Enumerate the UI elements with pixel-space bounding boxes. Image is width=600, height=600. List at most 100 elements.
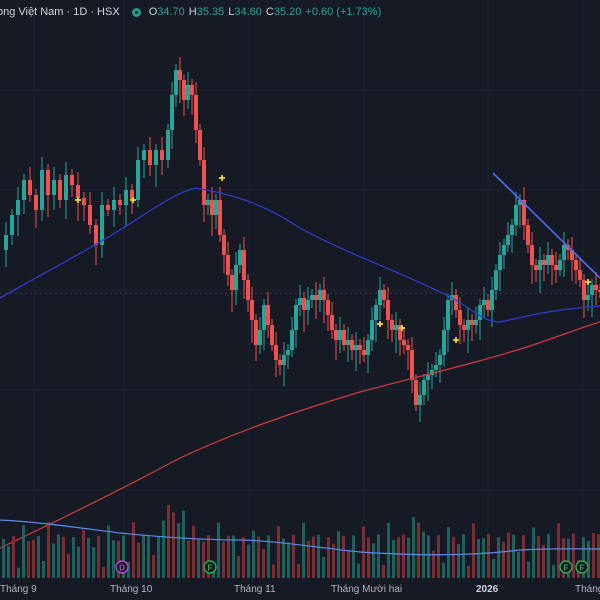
candle-body: [266, 305, 270, 325]
candle-body: [474, 320, 478, 325]
volume-bar: [307, 540, 310, 578]
volume-bar: [202, 541, 205, 578]
volume-bar: [282, 538, 285, 578]
candle-body: [350, 340, 354, 350]
candle-body: [390, 320, 394, 330]
volume-bar: [512, 534, 515, 578]
volume-bar: [12, 536, 15, 578]
volume-bar: [267, 535, 270, 578]
volume-bar: [332, 543, 335, 578]
candle-body: [286, 350, 290, 355]
volume-bar: [542, 545, 545, 578]
volume-bar: [597, 534, 600, 578]
time-axis-label: Tháng: [575, 584, 600, 595]
volume-bar: [347, 549, 350, 578]
candle-body: [458, 310, 462, 325]
volume-bar: [197, 539, 200, 578]
candle-body: [370, 320, 374, 340]
volume-bar: [382, 565, 385, 578]
candle-body: [446, 300, 450, 330]
volume-bar: [92, 547, 95, 578]
candle-body: [330, 315, 334, 330]
volume-bar: [437, 535, 440, 578]
volume-bar: [162, 520, 165, 578]
time-axis-label: 2026: [476, 584, 499, 595]
volume-bar: [262, 548, 265, 578]
volume-moving-average: [0, 519, 600, 556]
volume-bar: [217, 522, 220, 578]
volume-bar: [352, 535, 355, 578]
volume-bar: [502, 541, 505, 578]
volume-bar: [322, 556, 325, 578]
candle-body: [414, 380, 418, 405]
candle-body: [148, 150, 152, 165]
event-badge: [575, 560, 589, 574]
candle-body: [366, 340, 370, 355]
volume-bar: [102, 566, 105, 578]
volume-bar: [552, 564, 555, 578]
candle-body: [338, 330, 342, 340]
candle-body: [334, 330, 338, 340]
volume-bar: [27, 540, 30, 578]
candle-body: [498, 255, 502, 270]
volume-bar: [182, 510, 185, 578]
event-badge-label: F: [580, 564, 585, 573]
volume-bar: [57, 534, 60, 578]
volume-bar: [52, 543, 55, 578]
candle-body: [326, 300, 330, 315]
candle-body: [314, 295, 318, 300]
candle-body: [186, 85, 190, 100]
candle-body: [190, 85, 194, 95]
volume-bar: [372, 543, 375, 578]
volume-bar: [157, 537, 160, 578]
volume-bar: [357, 563, 360, 578]
candle-body: [406, 345, 410, 350]
volume-bar: [242, 537, 245, 578]
time-axis-label: Tháng 10: [110, 584, 153, 595]
candle-body: [438, 355, 442, 365]
candle-body: [362, 350, 366, 355]
candle-body: [534, 265, 538, 270]
candle-body: [354, 345, 358, 350]
volume-bar: [582, 537, 585, 578]
candle-body: [378, 290, 382, 305]
candle-body: [160, 150, 164, 160]
volume-bar: [377, 534, 380, 578]
candle-body: [22, 180, 26, 200]
close-label: C: [265, 6, 274, 18]
candle-body: [570, 250, 574, 260]
open-label: O: [148, 6, 158, 18]
volume-bar: [432, 550, 435, 578]
high-value: 35.35: [196, 6, 225, 18]
volume-bar: [457, 544, 460, 578]
candle-body: [100, 205, 104, 245]
candle-body: [322, 290, 326, 300]
candle-body: [136, 160, 140, 200]
candle-body: [490, 290, 494, 310]
volume-bar: [387, 522, 390, 578]
eye-icon[interactable]: [131, 7, 141, 17]
volume-bar: [367, 537, 370, 578]
candle-body: [430, 370, 434, 375]
candle-body: [270, 325, 274, 345]
volume-bar: [547, 533, 550, 578]
volume-bar: [257, 536, 260, 578]
volume-bar: [442, 562, 445, 578]
candle-body: [294, 305, 298, 330]
time-axis-label: Tháng 11: [234, 584, 276, 595]
candle-body: [82, 198, 86, 205]
candle-body: [210, 200, 214, 215]
candle-body: [582, 280, 586, 300]
volume-bar: [152, 554, 155, 578]
candle-body: [442, 330, 446, 355]
volume-bar: [87, 538, 90, 578]
candle-body: [246, 280, 250, 300]
candle-body: [306, 300, 310, 310]
candle-body: [590, 285, 594, 295]
candle-body: [130, 190, 134, 200]
time-axis-label: Tháng Mười hai: [331, 584, 402, 595]
candle-body: [166, 130, 170, 160]
